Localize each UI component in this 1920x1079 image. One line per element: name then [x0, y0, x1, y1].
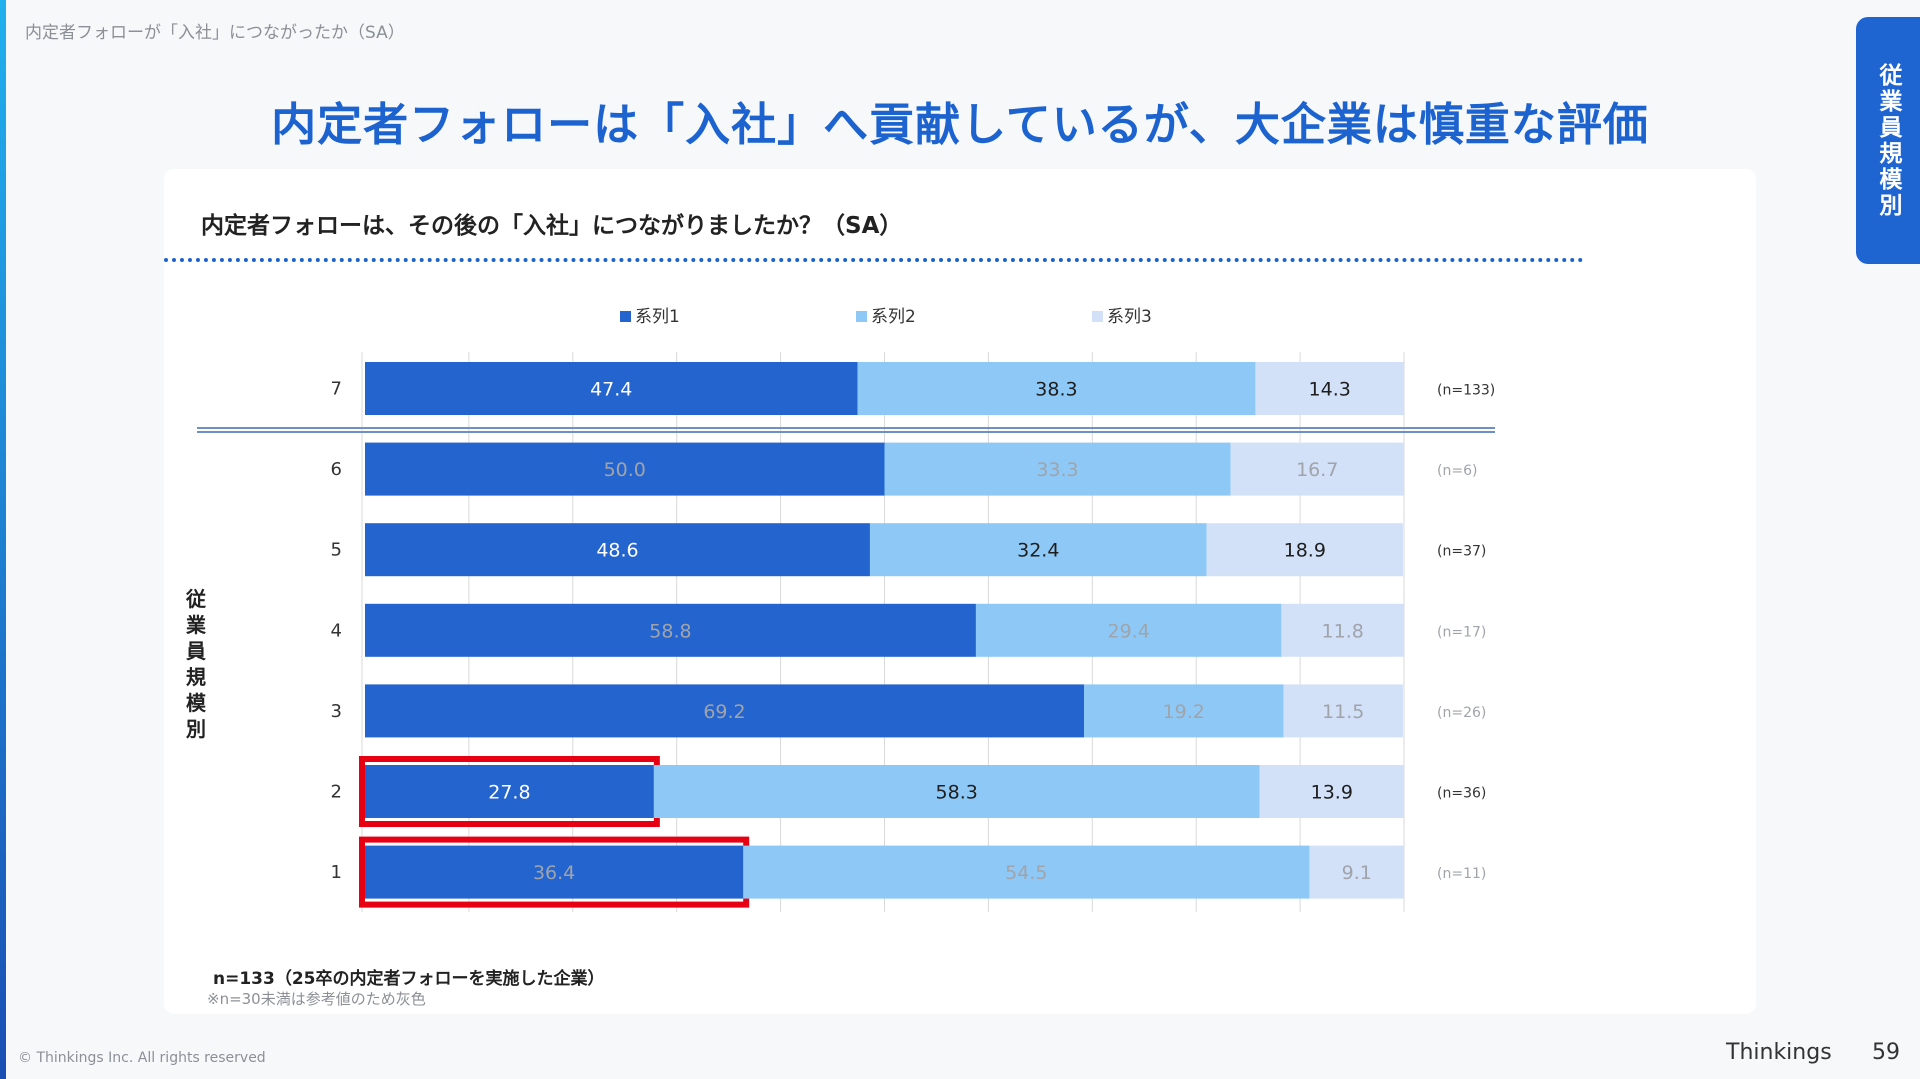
sample-size-label: (n=17)	[1437, 624, 1486, 640]
bar-segment	[365, 684, 1084, 738]
sample-size-label: (n=26)	[1437, 705, 1486, 721]
data-label: 36.4	[533, 862, 575, 884]
data-label: 54.5	[1005, 862, 1047, 884]
data-label: 69.2	[703, 701, 745, 723]
data-label: 11.8	[1322, 620, 1364, 642]
bar-segment	[1283, 684, 1403, 738]
data-label: 38.3	[1035, 379, 1077, 401]
y-axis-label-char: 員	[185, 639, 206, 663]
footnote-sample: n=133（25卒の内定者フォローを実施した企業）	[213, 969, 605, 989]
data-label: 18.9	[1284, 540, 1326, 562]
y-axis-label-char: 規	[186, 665, 206, 689]
category-label: 6	[331, 459, 342, 480]
bar-segment	[1259, 765, 1404, 818]
data-label: 13.9	[1311, 782, 1353, 804]
bar-segment	[365, 442, 885, 496]
bar-segment	[1083, 684, 1284, 738]
legend-label: 系列3	[1107, 307, 1152, 327]
bar-segment	[365, 765, 654, 818]
sample-size-label: (n=11)	[1437, 866, 1486, 882]
bar-segment	[653, 765, 1260, 818]
left-accent-bar	[0, 0, 6, 1079]
bar-segment	[365, 845, 744, 899]
data-label: 50.0	[604, 459, 646, 481]
data-label: 58.3	[936, 782, 978, 804]
legend-label: 系列2	[871, 307, 916, 327]
legend-swatch	[1092, 311, 1103, 322]
sample-size-label: (n=36)	[1437, 786, 1486, 802]
sample-size-label: (n=37)	[1437, 544, 1486, 560]
dotted-divider	[164, 258, 1584, 262]
bar-segment	[857, 362, 1256, 415]
category-label: 1	[331, 862, 342, 883]
bar-segment	[743, 845, 1310, 899]
breadcrumb: 内定者フォローが「入社」につながったか（SA）	[25, 23, 405, 43]
bar-segment	[365, 362, 858, 415]
data-label: 14.3	[1309, 379, 1351, 401]
page-title: 内定者フォローは「入社」へ貢献しているが、大企業は慎重な評価	[271, 98, 1649, 151]
category-label: 5	[331, 540, 342, 561]
legend-swatch	[620, 311, 631, 322]
page-number: 59	[1872, 1040, 1900, 1065]
y-axis-label-char: 別	[186, 717, 206, 741]
data-label: 47.4	[590, 379, 632, 401]
data-label: 32.4	[1017, 540, 1059, 562]
data-label: 16.7	[1296, 459, 1338, 481]
bar-segment	[365, 603, 976, 657]
category-label: 4	[331, 620, 342, 641]
data-label: 29.4	[1108, 620, 1150, 642]
copyright: © Thinkings Inc. All rights reserved	[18, 1050, 266, 1066]
legend-label: 系列1	[635, 307, 680, 327]
bar-segment	[1309, 845, 1404, 899]
data-label: 19.2	[1163, 701, 1205, 723]
brand-name: Thinkings	[1726, 1040, 1832, 1065]
bar-segment	[1255, 362, 1404, 415]
bar-segment	[884, 442, 1231, 496]
sample-size-label: (n=6)	[1437, 463, 1477, 479]
bar-segment	[1230, 442, 1404, 496]
y-axis-label-char: 模	[186, 691, 207, 715]
sample-size-label: (n=133)	[1437, 383, 1495, 399]
y-axis-label-char: 従	[185, 587, 206, 611]
footnote-reference-note: ※n=30未満は参考値のため灰色	[207, 990, 426, 1008]
category-label: 7	[331, 379, 342, 400]
data-label: 33.3	[1036, 459, 1078, 481]
y-axis-label-char: 業	[186, 613, 207, 637]
data-label: 48.6	[596, 540, 638, 562]
question-title: 内定者フォローは、その後の「入社」につながりましたか？（SA）	[201, 213, 903, 239]
data-label: 58.8	[649, 620, 691, 642]
bar-segment	[1281, 603, 1404, 657]
side-tab-employee-size[interactable]: 従業員規模別	[1856, 17, 1920, 264]
data-label: 27.8	[488, 782, 530, 804]
data-label: 11.5	[1322, 701, 1364, 723]
bar-segment	[365, 523, 870, 577]
legend-swatch	[856, 311, 867, 322]
category-label: 2	[331, 782, 342, 803]
category-label: 3	[331, 701, 342, 722]
bar-segment	[975, 603, 1282, 657]
data-label: 9.1	[1342, 862, 1372, 884]
bar-segment	[1206, 523, 1403, 577]
bar-segment	[869, 523, 1207, 577]
